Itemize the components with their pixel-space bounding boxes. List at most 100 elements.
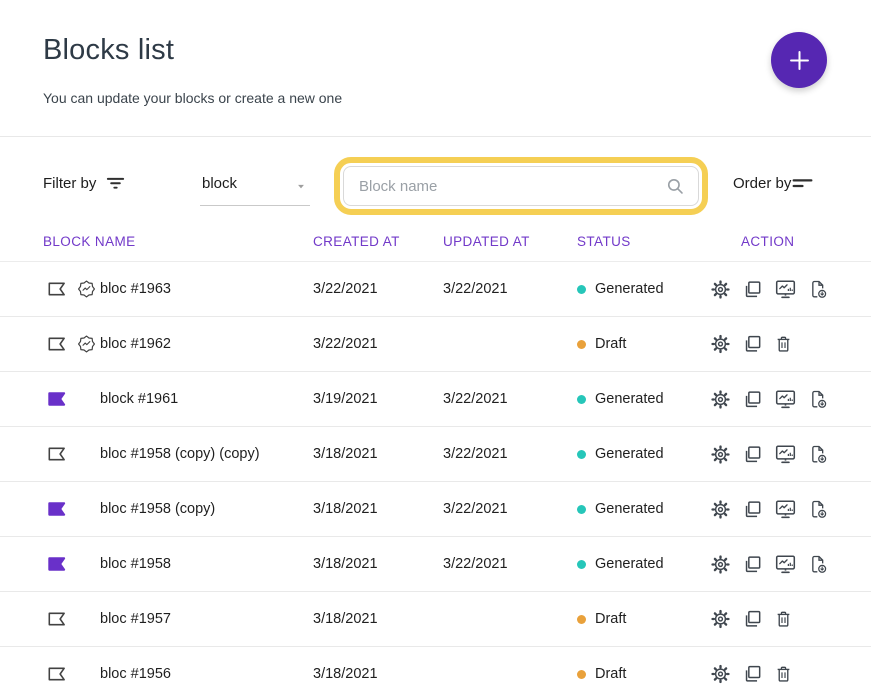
copy-icon[interactable]: [742, 664, 763, 685]
flag-outline-icon: [46, 336, 68, 353]
table-row: bloc #1956 3/18/2021 Draft: [0, 647, 871, 699]
page-subtitle: You can update your blocks or create a n…: [43, 90, 342, 106]
settings-icon[interactable]: [710, 389, 731, 410]
delete-icon[interactable]: [774, 664, 793, 685]
copy-icon[interactable]: [742, 554, 763, 575]
delete-icon[interactable]: [774, 334, 793, 355]
table-row: bloc #1958 3/18/2021 3/22/2021 Generated: [0, 537, 871, 592]
status-label: Generated: [595, 281, 664, 297]
block-name: bloc #1958 (copy): [100, 501, 215, 517]
table-row: bloc #1958 (copy) (copy)3/18/20213/22/20…: [0, 427, 871, 482]
table-row: bloc #19623/22/2021Draft: [0, 317, 871, 372]
column-header-status: STATUS: [577, 234, 631, 249]
row-actions: [710, 334, 793, 355]
created-at-date: 3/18/2021: [313, 611, 378, 627]
export-icon[interactable]: [774, 498, 797, 520]
export-icon[interactable]: [774, 278, 797, 300]
add-block-button[interactable]: [771, 32, 827, 88]
settings-icon[interactable]: [710, 444, 731, 465]
settings-icon[interactable]: [710, 499, 731, 520]
flag-outline-icon: [46, 666, 68, 683]
copy-icon[interactable]: [742, 334, 763, 355]
download-icon[interactable]: [808, 554, 828, 575]
flag-filled-icon: [46, 391, 68, 408]
created-at-date: 3/18/2021: [313, 501, 378, 517]
export-icon[interactable]: [774, 553, 797, 575]
block-name: bloc #1958 (copy) (copy): [100, 446, 260, 462]
table-row: bloc #1958 (copy)3/18/20213/22/2021Gener…: [0, 482, 871, 537]
block-name-search: [334, 157, 708, 215]
plus-icon: [786, 47, 813, 74]
column-header-created-at: CREATED AT: [313, 234, 400, 249]
status-badge: Generated: [577, 391, 664, 407]
flag-filled-icon: [46, 556, 68, 573]
filter-icon[interactable]: [102, 171, 129, 194]
status-label: Draft: [595, 666, 626, 682]
status-badge: Generated: [577, 281, 664, 297]
status-dot: [577, 340, 586, 349]
export-icon[interactable]: [774, 443, 797, 465]
sort-icon[interactable]: [790, 173, 815, 194]
block-name: bloc #1958: [100, 556, 171, 572]
status-dot: [577, 505, 586, 514]
block-name: bloc #1963: [100, 281, 171, 297]
status-label: Generated: [595, 501, 664, 517]
delete-icon[interactable]: [774, 609, 793, 630]
download-icon[interactable]: [808, 279, 828, 300]
block-type-select[interactable]: block: [200, 166, 310, 206]
copy-icon[interactable]: [742, 444, 763, 465]
settings-icon[interactable]: [710, 609, 731, 630]
status-badge: Generated: [577, 501, 664, 517]
updated-at-date: 3/22/2021: [443, 556, 508, 572]
settings-icon[interactable]: [710, 334, 731, 355]
status-label: Draft: [595, 611, 626, 627]
flag-filled-icon: [46, 501, 68, 518]
copy-icon[interactable]: [742, 609, 763, 630]
status-badge: Draft: [577, 666, 626, 682]
download-icon[interactable]: [808, 389, 828, 410]
settings-icon[interactable]: [710, 664, 731, 685]
updated-at-date: 3/22/2021: [443, 391, 508, 407]
column-header-block-name: BLOCK NAME: [43, 234, 136, 249]
flag-outline-icon: [46, 281, 68, 298]
status-label: Generated: [595, 556, 664, 572]
row-actions: [710, 553, 828, 575]
created-at-date: 3/22/2021: [313, 281, 378, 297]
created-at-date: 3/18/2021: [313, 666, 378, 682]
filter-by-label: Filter by: [43, 175, 96, 192]
status-label: Generated: [595, 446, 664, 462]
column-header-updated-at: UPDATED AT: [443, 234, 530, 249]
badge-icon: [77, 280, 96, 299]
created-at-date: 3/18/2021: [313, 556, 378, 572]
copy-icon[interactable]: [742, 279, 763, 300]
block-name: bloc #1956: [100, 666, 171, 682]
table-row: bloc #19633/22/20213/22/2021Generated: [0, 262, 871, 317]
status-dot: [577, 395, 586, 404]
status-badge: Draft: [577, 336, 626, 352]
download-icon[interactable]: [808, 444, 828, 465]
table-row: bloc #19573/18/2021Draft: [0, 592, 871, 647]
table-header-row: BLOCK NAME CREATED AT UPDATED AT STATUS …: [0, 222, 871, 262]
copy-icon[interactable]: [742, 499, 763, 520]
status-badge: Draft: [577, 611, 626, 627]
status-badge: Generated: [577, 556, 664, 572]
status-dot: [577, 615, 586, 624]
copy-icon[interactable]: [742, 389, 763, 410]
export-icon[interactable]: [774, 388, 797, 410]
chevron-down-icon: [294, 179, 308, 193]
download-icon[interactable]: [808, 499, 828, 520]
settings-icon[interactable]: [710, 554, 731, 575]
page-title: Blocks list: [43, 34, 174, 67]
table-row: block #1961 3/19/2021 3/22/2021 Generated: [0, 372, 871, 427]
block-name: block #1961: [100, 391, 178, 407]
order-by-label: Order by: [733, 175, 791, 192]
created-at-date: 3/19/2021: [313, 391, 378, 407]
status-badge: Generated: [577, 446, 664, 462]
row-actions: [710, 664, 793, 685]
block-type-select-value: block: [202, 175, 237, 192]
status-dot: [577, 560, 586, 569]
page-header: Blocks list You can update your blocks o…: [0, 0, 871, 137]
settings-icon[interactable]: [710, 279, 731, 300]
block-name-search-input[interactable]: [343, 166, 699, 206]
status-label: Generated: [595, 391, 664, 407]
